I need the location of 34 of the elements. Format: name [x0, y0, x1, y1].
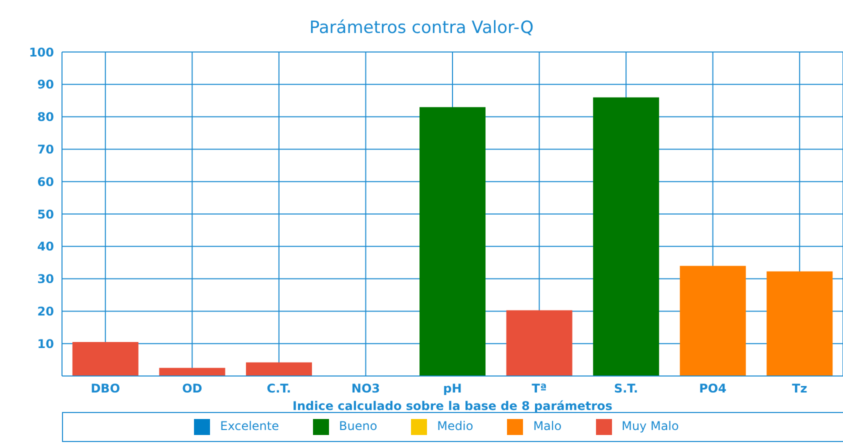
chart-title: Parámetros contra Valor-Q	[308, 18, 535, 38]
y-tick-label: 60	[37, 174, 54, 189]
y-tick-label: 10	[37, 336, 54, 351]
y-tick-label: 70	[37, 142, 54, 156]
y-tick-label: 30	[37, 272, 54, 286]
y-tick-label: 20	[37, 304, 54, 318]
x-tick-label: PO4	[699, 382, 727, 396]
bar	[246, 362, 312, 376]
legend-label: Malo	[533, 419, 562, 434]
x-tick-label: OD	[182, 382, 202, 396]
bar	[420, 107, 486, 376]
y-tick-label: 90	[37, 78, 54, 92]
bar	[159, 368, 226, 376]
bar	[506, 310, 572, 376]
bar	[593, 97, 660, 376]
bar	[766, 271, 833, 376]
x-tick-label: DBO	[90, 382, 120, 396]
x-axis-title: Indice calculado sobre la base de 8 parámetros	[292, 399, 612, 413]
bar	[72, 342, 138, 376]
y-tick-label: 100	[28, 45, 54, 60]
y-tick-label: 40	[37, 240, 54, 254]
legend-label: Excelente	[220, 419, 279, 434]
bar	[680, 266, 746, 376]
legend-label: Muy Malo	[622, 419, 679, 434]
x-tick-label: C.T.	[266, 382, 292, 396]
x-tick-label: Tª	[532, 382, 547, 396]
x-tick-label: NO3	[351, 382, 380, 396]
legend-label: Medio	[437, 419, 474, 434]
y-tick-label: 50	[37, 207, 54, 222]
y-tick-label: 80	[37, 110, 54, 124]
legend-label: Bueno	[339, 419, 378, 434]
x-tick-label: S.T.	[614, 382, 638, 396]
x-tick-label: Tz	[792, 382, 808, 396]
x-tick-label: pH	[443, 382, 462, 396]
